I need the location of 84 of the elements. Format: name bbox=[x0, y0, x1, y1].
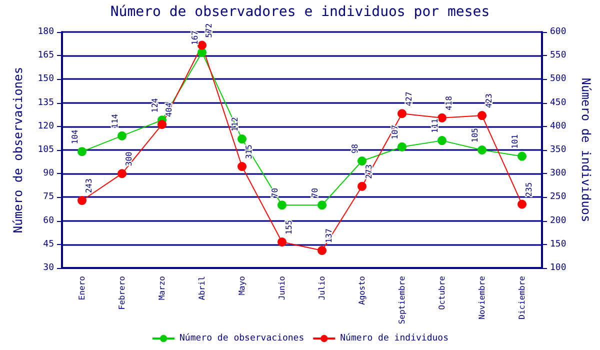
point bbox=[518, 200, 526, 209]
data-label: 572 bbox=[204, 23, 214, 38]
point bbox=[158, 120, 166, 130]
point bbox=[198, 48, 206, 57]
legend-label: Número de individuos bbox=[340, 332, 449, 344]
y-tick-label: 150 bbox=[38, 74, 54, 84]
point bbox=[238, 134, 246, 144]
y-axis-title: Número de observaciones bbox=[11, 66, 25, 234]
data-label: 104 bbox=[70, 129, 80, 144]
data-label: 315 bbox=[244, 144, 254, 160]
point bbox=[478, 111, 486, 120]
legend-label: Número de observaciones bbox=[180, 332, 304, 344]
y-tick-label: 60 bbox=[43, 216, 54, 226]
data-label: 155 bbox=[284, 220, 294, 235]
x-tick-label: Mayo bbox=[238, 276, 246, 296]
point bbox=[358, 156, 366, 166]
point bbox=[198, 40, 206, 50]
x-tick-label: Julio bbox=[318, 276, 326, 300]
data-label: 273 bbox=[364, 164, 374, 179]
y-tick-label: 180 bbox=[38, 27, 54, 37]
y-tick-label: 30 bbox=[43, 263, 54, 273]
y-tick-label: 90 bbox=[43, 168, 54, 179]
data-label: 112 bbox=[230, 116, 240, 132]
y2-tick-label: 600 bbox=[550, 27, 566, 37]
data-label: 70 bbox=[310, 188, 320, 198]
point bbox=[518, 152, 526, 161]
data-label: 111 bbox=[430, 118, 440, 134]
y2-tick-label: 500 bbox=[550, 74, 566, 84]
x-tick-label: Agosto bbox=[358, 276, 366, 305]
data-label: 101 bbox=[510, 134, 520, 149]
y2-tick-label: 450 bbox=[550, 98, 566, 108]
point bbox=[278, 238, 286, 247]
data-label: 418 bbox=[444, 96, 454, 110]
point bbox=[318, 200, 326, 210]
data-label: 423 bbox=[484, 93, 494, 108]
y2-tick-label: 300 bbox=[550, 168, 566, 179]
x-tick-label: Abril bbox=[198, 276, 206, 300]
point bbox=[478, 146, 486, 154]
y2-tick-label: 350 bbox=[550, 145, 566, 155]
data-label: 243 bbox=[84, 178, 94, 194]
point bbox=[358, 182, 366, 191]
y2-tick-label: 100 bbox=[550, 263, 566, 273]
x-tick-label: Diciembre bbox=[518, 276, 526, 320]
y2-tick-label: 250 bbox=[550, 192, 566, 202]
chart-title: Número de observadores e individuos por meses bbox=[110, 4, 490, 20]
data-label: 300 bbox=[124, 151, 134, 166]
x-tick-label: Octubre bbox=[438, 276, 446, 310]
point bbox=[398, 109, 406, 118]
y-tick-label: 120 bbox=[38, 121, 54, 132]
point bbox=[438, 136, 446, 146]
y2-tick-label: 550 bbox=[550, 50, 566, 61]
data-label: 404 bbox=[164, 102, 174, 118]
x-tick-label: Septiembre bbox=[398, 276, 406, 324]
y-tick-label: 45 bbox=[43, 239, 54, 250]
y2-axis-title: Número de individuos bbox=[579, 78, 593, 222]
x-tick-label: Febrero bbox=[118, 276, 126, 310]
point bbox=[238, 162, 246, 172]
x-tick-label: Junio bbox=[278, 276, 286, 300]
data-label: 70 bbox=[270, 188, 280, 198]
data-label: 105 bbox=[470, 128, 480, 142]
y-tick-label: 135 bbox=[38, 98, 54, 108]
x-tick-label: Marzo bbox=[158, 276, 166, 300]
point bbox=[78, 196, 86, 205]
point bbox=[438, 113, 446, 122]
y2-tick-label: 150 bbox=[550, 239, 566, 250]
point bbox=[318, 246, 326, 256]
x-tick-label: Enero bbox=[78, 276, 86, 300]
y-tick-label: 165 bbox=[38, 50, 54, 61]
point bbox=[78, 147, 86, 156]
y-tick-label: 75 bbox=[43, 192, 54, 202]
data-label: 124 bbox=[150, 98, 160, 113]
point bbox=[118, 131, 126, 140]
x-tick-label: Noviembre bbox=[478, 276, 486, 320]
y2-tick-label: 400 bbox=[550, 121, 566, 132]
point bbox=[118, 169, 126, 178]
y-tick-label: 105 bbox=[38, 145, 54, 155]
data-label: 107 bbox=[390, 124, 400, 140]
data-label: 235 bbox=[524, 182, 534, 197]
y2-tick-label: 200 bbox=[550, 216, 566, 226]
point bbox=[398, 142, 406, 152]
data-label: 137 bbox=[324, 228, 334, 244]
point bbox=[278, 200, 286, 210]
data-label: 114 bbox=[110, 114, 120, 128]
data-label: 167 bbox=[190, 30, 200, 45]
